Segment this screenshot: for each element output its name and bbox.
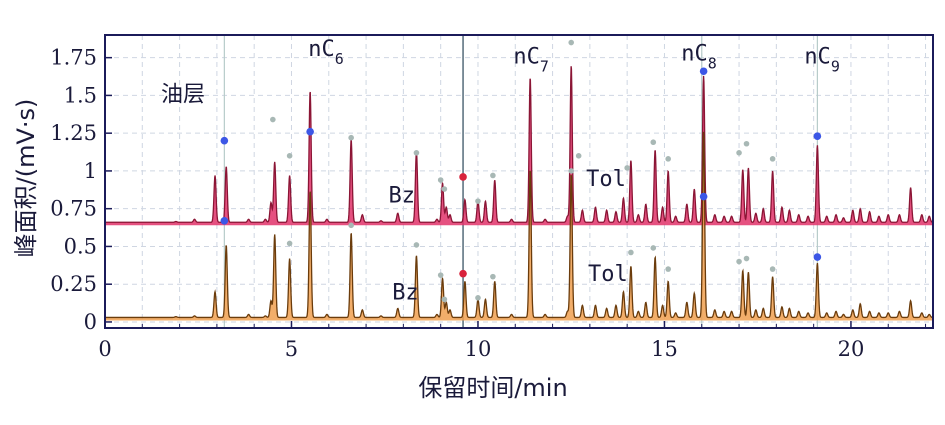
marker-blue <box>813 132 822 140</box>
x-axis-title: 保留时间/min <box>418 374 567 402</box>
x-axis-ticks: 0 5 10 15 20 <box>98 321 927 361</box>
marker-grey <box>286 240 293 247</box>
marker-grey <box>490 273 496 280</box>
marker-grey <box>348 222 354 229</box>
marker-grey <box>475 294 481 301</box>
annotation-label: 油层 <box>161 82 205 107</box>
marker-grey <box>628 249 634 256</box>
marker-grey <box>286 153 293 159</box>
marker-grey <box>413 150 420 156</box>
chromatogram-traces <box>105 66 933 321</box>
marker-grey <box>348 134 354 141</box>
marker-blue <box>220 216 229 225</box>
marker-grey <box>769 156 776 162</box>
marker-grey <box>665 156 671 162</box>
marker-grey <box>490 172 496 179</box>
x-tick-label: 15 <box>651 337 678 361</box>
marker-blue <box>699 192 708 201</box>
marker-grey <box>437 272 444 278</box>
marker-grey <box>568 168 575 174</box>
marker-grey <box>736 150 742 156</box>
y-tick-label: 0.5 <box>64 234 97 258</box>
annotation-label: Bz <box>388 184 415 209</box>
y-tick-label: 1 <box>84 159 97 183</box>
marker-grey <box>665 266 671 272</box>
x-tick-label: 0 <box>98 337 111 361</box>
marker-grey <box>437 177 444 183</box>
trace-line-1 <box>105 131 933 319</box>
annotation-subscript: 9 <box>831 58 840 76</box>
peak-markers <box>220 39 822 303</box>
marker-grey <box>624 165 630 171</box>
annotation-subscript: 6 <box>335 50 344 68</box>
y-tick-label: 1.25 <box>50 121 97 145</box>
annotation-label: Bz <box>392 280 419 305</box>
marker-grey <box>441 186 448 192</box>
annotation-subscript: 7 <box>540 58 549 76</box>
marker-blue <box>220 136 229 145</box>
y-tick-label: 0.75 <box>50 197 97 221</box>
x-tick-label: 20 <box>838 337 865 361</box>
y-axis-title: 峰面积/(mV·s) <box>12 99 40 258</box>
trace-line-0 <box>105 66 933 223</box>
marker-grey <box>568 39 575 46</box>
marker-grey <box>769 266 776 272</box>
plot-frame <box>104 34 934 329</box>
annotation-label: Tol <box>586 167 626 192</box>
marker-grey <box>650 139 657 146</box>
x-tick-label: 10 <box>465 337 492 361</box>
marker-red <box>459 269 467 278</box>
annotation-subscript: 8 <box>708 55 717 73</box>
marker-grey <box>413 242 420 248</box>
marker-grey <box>650 245 657 251</box>
marker-grey <box>475 198 481 204</box>
annotation-label: Tol <box>588 262 628 287</box>
y-axis-ticks: 0 0.25 0.5 0.75 1 1.25 1.5 1.75 <box>50 46 112 334</box>
marker-grey <box>743 255 750 262</box>
marker-red <box>459 173 467 181</box>
marker-grey <box>743 140 750 147</box>
y-tick-label: 1.75 <box>50 46 97 70</box>
marker-blue <box>699 67 708 76</box>
marker-grey <box>575 153 582 159</box>
marker-grey <box>270 116 276 123</box>
y-tick-label: 0.25 <box>50 272 97 296</box>
marker-blue <box>813 253 822 261</box>
y-tick-label: 1.5 <box>64 83 97 107</box>
marker-grey <box>441 296 448 303</box>
marker-grey <box>736 258 742 265</box>
y-tick-label: 0 <box>84 310 97 334</box>
grid-lines <box>105 35 933 328</box>
marker-blue <box>306 127 314 136</box>
x-tick-label: 5 <box>285 337 298 361</box>
